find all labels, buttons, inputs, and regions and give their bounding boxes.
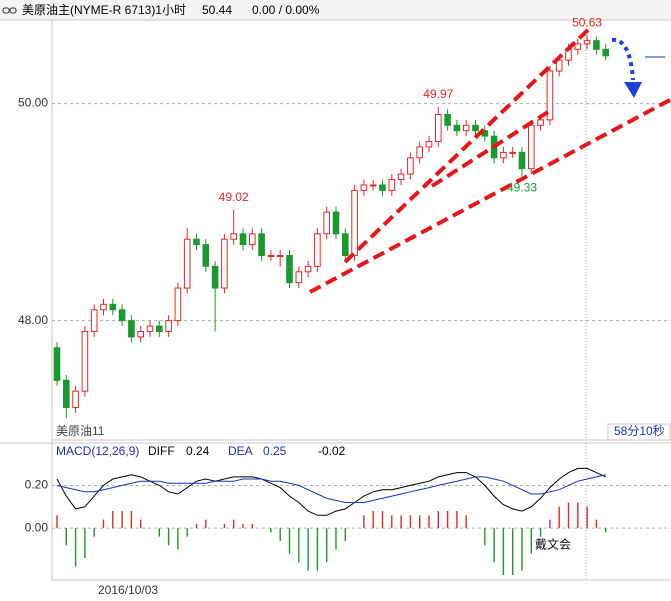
- candle-body: [509, 151, 516, 154]
- candle-body: [137, 330, 144, 338]
- candle-body: [528, 124, 535, 170]
- candle-body: [518, 151, 526, 170]
- candle-body: [304, 265, 312, 273]
- price-annotation: 49.97: [423, 87, 453, 101]
- countdown-box: [607, 423, 671, 441]
- candle-body: [593, 40, 600, 50]
- header-bar: [0, 0, 671, 20]
- macd-line: [56, 467, 606, 516]
- price-annotation: 49.02: [219, 190, 249, 204]
- diff-label: DIFF: [148, 444, 175, 458]
- candle-body: [156, 325, 163, 332]
- candle-body: [165, 320, 172, 332]
- candle-body: [193, 238, 200, 246]
- y-tick-label: 0.20: [25, 478, 49, 492]
- candle-body: [63, 379, 70, 408]
- instrument-label: 美原油11: [56, 424, 105, 438]
- candle-body: [202, 244, 210, 267]
- candle-body: [435, 113, 442, 143]
- y-tick-label: 50.00: [18, 96, 48, 110]
- candle-body: [407, 157, 414, 175]
- candle-body: [230, 233, 237, 240]
- dea-label: DEA: [228, 444, 253, 458]
- candle-body: [109, 303, 117, 311]
- candle-body: [314, 233, 321, 267]
- macd-title: MACD(12,26,9): [56, 444, 139, 458]
- candle-body: [602, 48, 610, 57]
- candle-body: [472, 124, 479, 132]
- candle-body: [388, 179, 396, 191]
- candle-body: [276, 255, 284, 258]
- x-tick-label: 2016/10/03: [98, 583, 158, 597]
- candle-body: [146, 325, 154, 332]
- candle-body: [351, 189, 358, 257]
- macd-value: -0.02: [318, 444, 346, 458]
- candle-body: [323, 211, 330, 235]
- candle-body: [360, 184, 368, 191]
- y-tick-label: 48.00: [18, 313, 48, 327]
- candle-body: [174, 287, 182, 322]
- watermark: 戴文会: [535, 537, 571, 552]
- candle-body: [397, 173, 405, 181]
- candle-body: [379, 184, 386, 191]
- price-annotation: 50.63: [572, 15, 602, 29]
- diff-value: 0.24: [186, 444, 210, 458]
- candle-body: [425, 141, 433, 148]
- candle-body: [267, 255, 275, 258]
- candle-body: [249, 233, 256, 246]
- candle-body: [258, 233, 265, 257]
- candle-body: [342, 233, 349, 257]
- last-price: 50.44: [202, 3, 232, 17]
- instrument-title: 美原油主(NYME-R 6713)1小时: [22, 3, 186, 17]
- candle-body: [500, 151, 507, 159]
- candle-body: [183, 238, 191, 289]
- candle-body: [128, 320, 135, 338]
- candle-body: [537, 119, 544, 126]
- y-tick-label: 0.00: [25, 520, 49, 534]
- candle-body: [444, 113, 451, 126]
- macd-line: [56, 474, 606, 503]
- candle-body: [221, 238, 228, 289]
- countdown: 58分10秒: [614, 424, 665, 438]
- candle-body: [239, 233, 247, 246]
- candle-body: [81, 330, 89, 392]
- candle-body: [462, 124, 470, 132]
- candle-body: [286, 255, 293, 284]
- candle-body: [583, 40, 591, 45]
- candle-body: [332, 211, 340, 235]
- candle-body: [295, 271, 303, 284]
- price-change: 0.00 / 0.00%: [252, 3, 320, 17]
- candle-body: [90, 309, 98, 332]
- candle-body: [453, 124, 461, 132]
- forecast-arrow: [611, 37, 642, 98]
- candle-body: [546, 70, 554, 121]
- price-annotation: 49.33: [507, 180, 537, 194]
- candle-body: [211, 265, 219, 289]
- candle-body: [72, 390, 79, 408]
- candle-body: [53, 347, 61, 381]
- dea-value: 0.25: [263, 444, 287, 458]
- candle-body: [369, 184, 377, 187]
- trend-lines: [309, 26, 671, 294]
- link-icon[interactable]: [2, 7, 17, 14]
- candle-body: [574, 43, 582, 50]
- candle-body: [118, 309, 126, 322]
- candle-body: [416, 146, 423, 159]
- candle-body: [100, 303, 107, 311]
